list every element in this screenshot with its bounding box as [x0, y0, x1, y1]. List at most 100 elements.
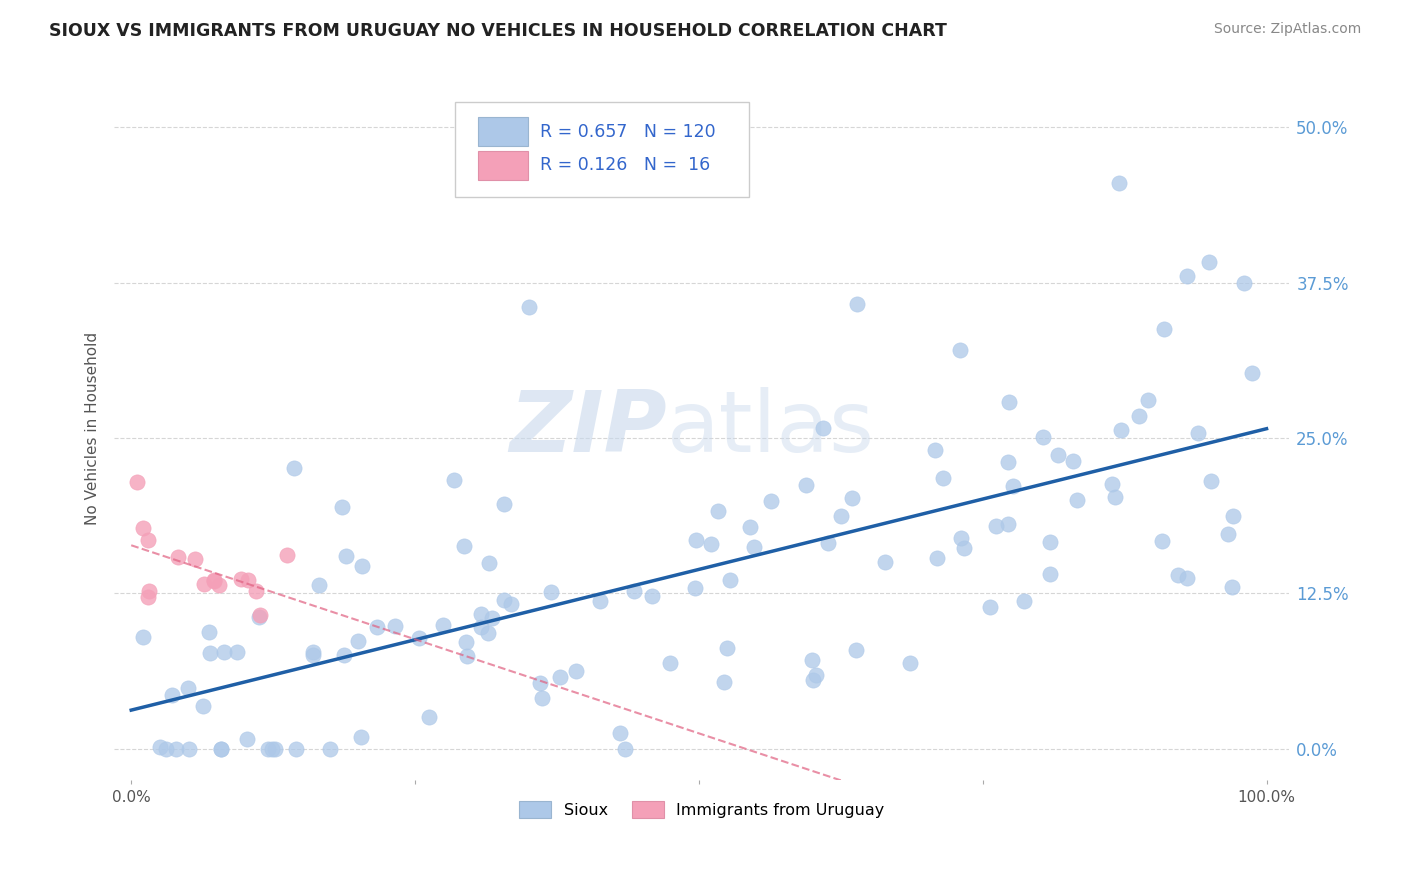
Point	[276, 549, 298, 563]
Point	[208, 578, 231, 592]
Point	[846, 297, 869, 311]
Point	[1187, 425, 1209, 440]
Point	[167, 550, 190, 565]
Point	[229, 572, 252, 586]
Legend: Sioux, Immigrants from Uruguay: Sioux, Immigrants from Uruguay	[512, 795, 891, 825]
Point	[179, 742, 201, 756]
Point	[263, 742, 285, 756]
Point	[481, 611, 503, 625]
Point	[804, 667, 827, 681]
Point	[1039, 534, 1062, 549]
Point	[517, 301, 540, 315]
FancyBboxPatch shape	[478, 151, 527, 180]
Point	[384, 619, 406, 633]
Point	[713, 674, 735, 689]
Point	[138, 584, 160, 599]
Point	[1240, 366, 1263, 380]
Point	[707, 504, 730, 518]
Point	[454, 635, 477, 649]
Point	[330, 500, 353, 514]
Point	[494, 592, 516, 607]
Point	[801, 673, 824, 687]
Point	[453, 539, 475, 553]
Point	[1111, 423, 1133, 437]
Point	[738, 520, 761, 534]
Point	[202, 573, 225, 587]
FancyBboxPatch shape	[456, 102, 749, 197]
Point	[997, 517, 1019, 532]
Point	[333, 648, 356, 663]
Point	[986, 518, 1008, 533]
Point	[149, 739, 172, 754]
Point	[875, 555, 897, 569]
Y-axis label: No Vehicles in Household: No Vehicles in Household	[86, 332, 100, 525]
Point	[830, 508, 852, 523]
Point	[494, 496, 516, 510]
Point	[131, 520, 153, 534]
Point	[845, 643, 868, 657]
Point	[477, 626, 499, 640]
Point	[470, 607, 492, 621]
Point	[898, 656, 921, 670]
Point	[744, 540, 766, 554]
Point	[997, 455, 1019, 469]
Point	[347, 634, 370, 648]
FancyBboxPatch shape	[478, 117, 527, 146]
Point	[236, 573, 259, 587]
Point	[1062, 454, 1084, 468]
Point	[245, 583, 267, 598]
Point	[1216, 527, 1239, 541]
Point	[408, 632, 430, 646]
Point	[683, 582, 706, 596]
Point	[950, 531, 973, 545]
Text: R = 0.657   N = 120: R = 0.657 N = 120	[540, 122, 716, 141]
Point	[162, 688, 184, 702]
Point	[236, 731, 259, 746]
Point	[456, 649, 478, 664]
Point	[302, 648, 325, 663]
Point	[1108, 176, 1130, 190]
Point	[302, 645, 325, 659]
Point	[1153, 322, 1175, 336]
Point	[1199, 474, 1222, 488]
Point	[801, 653, 824, 667]
Point	[589, 593, 612, 607]
Point	[499, 598, 522, 612]
Point	[1001, 479, 1024, 493]
Point	[529, 676, 551, 690]
Point	[366, 620, 388, 634]
Point	[335, 549, 357, 564]
Point	[565, 664, 588, 678]
Point	[998, 395, 1021, 409]
Point	[1167, 568, 1189, 582]
Point	[685, 533, 707, 548]
Point	[202, 574, 225, 588]
Point	[716, 640, 738, 655]
Point	[184, 552, 207, 566]
Text: SIOUX VS IMMIGRANTS FROM URUGUAY NO VEHICLES IN HOUSEHOLD CORRELATION CHART: SIOUX VS IMMIGRANTS FROM URUGUAY NO VEHI…	[49, 22, 948, 40]
Point	[924, 442, 946, 457]
Point	[1175, 269, 1198, 284]
Point	[350, 731, 373, 745]
Point	[641, 589, 664, 603]
Point	[308, 578, 330, 592]
Point	[700, 537, 723, 551]
Point	[925, 550, 948, 565]
Point	[478, 556, 501, 570]
Point	[260, 742, 283, 756]
Point	[1066, 492, 1088, 507]
Point	[1152, 534, 1174, 549]
Point	[949, 343, 972, 357]
Point	[659, 656, 682, 670]
Point	[1012, 594, 1035, 608]
Point	[1032, 430, 1054, 444]
Point	[952, 541, 974, 556]
Text: atlas: atlas	[666, 387, 875, 470]
Point	[609, 725, 631, 739]
Point	[1233, 276, 1256, 290]
Point	[443, 473, 465, 487]
Point	[811, 420, 834, 434]
Point	[817, 536, 839, 550]
Point	[197, 625, 219, 640]
Point	[136, 533, 159, 547]
